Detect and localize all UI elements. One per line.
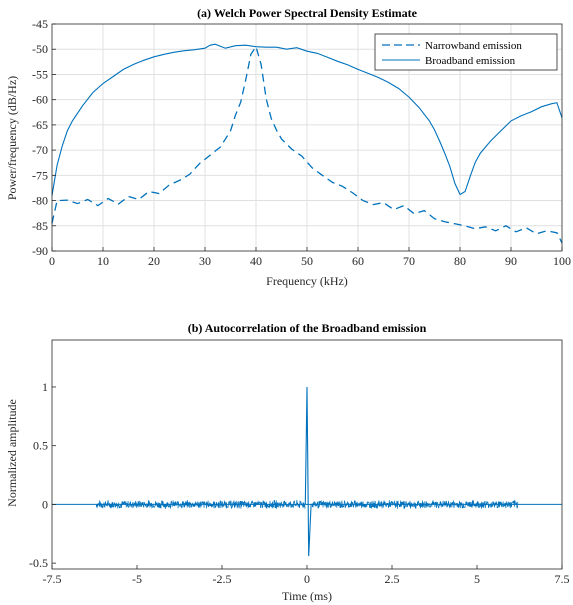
psd-chart-title: (a) Welch Power Spectral Density Estimat… <box>197 6 418 20</box>
autocorrelation-noise-right <box>311 499 519 510</box>
psd-x-tick-label: 70 <box>403 254 415 268</box>
autocorrelation-y-tick-label: 1 <box>42 380 48 394</box>
psd-legend: Narrowband emission Broadband emission <box>374 33 558 71</box>
legend-label-narrowband: Narrowband emission <box>425 40 522 52</box>
autocorrelation-plot-frame <box>51 339 563 570</box>
autocorrelation-chart-title: (b) Autocorrelation of the Broadband emi… <box>188 321 427 335</box>
autocorrelation-x-ticks: -7.5 -5 -2.5 0 2.5 5 7.5 <box>43 565 570 586</box>
autocorrelation-y-tick-label: 0 <box>42 497 48 511</box>
psd-y-tick-label: -60 <box>32 93 48 107</box>
autocorrelation-y-axis-label: Normalized amplitude <box>5 399 19 507</box>
psd-grid <box>52 24 562 251</box>
psd-y-tick-label: -70 <box>32 143 48 157</box>
psd-chart: (a) Welch Power Spectral Density Estimat… <box>5 6 571 288</box>
narrowband-series-line <box>51 45 563 244</box>
psd-x-tick-label: 100 <box>553 254 571 268</box>
psd-y-axis-label: Power/frequency (dB/Hz) <box>5 76 19 200</box>
autocorrelation-x-tick-label: 2.5 <box>385 572 400 586</box>
psd-legend-box <box>374 33 558 71</box>
psd-x-tick-label: 60 <box>352 254 364 268</box>
autocorrelation-x-tick-label: 7.5 <box>555 572 570 586</box>
psd-y-tick-label: -65 <box>32 118 48 132</box>
legend-label-broadband: Broadband emission <box>425 55 516 67</box>
psd-x-tick-label: 90 <box>505 254 517 268</box>
psd-x-tick-label: 50 <box>301 254 313 268</box>
autocorrelation-noise-left <box>95 499 306 510</box>
autocorrelation-x-tick-label: 0 <box>304 572 310 586</box>
psd-y-tick-label: -45 <box>32 17 48 31</box>
autocorrelation-y-tick-label: 0.5 <box>33 439 48 453</box>
psd-x-axis-label: Frequency (kHz) <box>266 274 348 288</box>
psd-x-tick-label: 80 <box>454 254 466 268</box>
psd-y-tick-label: -55 <box>32 67 48 81</box>
autocorrelation-x-tick-label: -7.5 <box>43 572 62 586</box>
psd-x-tick-label: 0 <box>49 254 55 268</box>
psd-x-tick-label: 30 <box>199 254 211 268</box>
psd-y-ticks: -90 -85 -80 -75 -70 -65 -60 -55 -50 -45 <box>32 17 56 258</box>
psd-lines <box>51 43 563 244</box>
psd-x-tick-label: 40 <box>250 254 262 268</box>
autocorrelation-x-tick-label: 5 <box>474 572 480 586</box>
psd-x-tick-label: 20 <box>148 254 160 268</box>
psd-y-tick-label: -90 <box>32 244 48 258</box>
psd-x-tick-label: 10 <box>97 254 109 268</box>
autocorrelation-lines <box>52 386 562 557</box>
psd-y-tick-label: -75 <box>32 168 48 182</box>
psd-y-tick-label: -85 <box>32 219 48 233</box>
broadband-series-line <box>51 43 563 196</box>
autocorrelation-y-tick-label: -0.5 <box>29 556 48 570</box>
psd-x-ticks: 0 10 20 30 40 50 60 70 80 90 100 <box>49 247 571 268</box>
autocorrelation-x-axis-label: Time (ms) <box>282 589 332 603</box>
autocorrelation-y-ticks: -0.5 0 0.5 1 <box>29 380 56 570</box>
psd-y-tick-label: -50 <box>32 42 48 56</box>
autocorrelation-chart: (b) Autocorrelation of the Broadband emi… <box>5 321 570 603</box>
autocorrelation-peak-line <box>304 386 312 557</box>
psd-y-tick-label: -80 <box>32 194 48 208</box>
autocorrelation-x-tick-label: -5 <box>132 572 142 586</box>
autocorrelation-x-tick-label: -2.5 <box>213 572 232 586</box>
